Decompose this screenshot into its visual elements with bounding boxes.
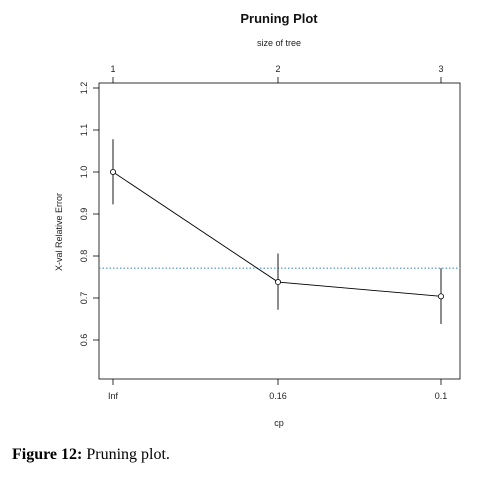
top-axis-label: size of tree	[257, 38, 301, 48]
figure-caption: Figure 12: Pruning plot.	[12, 446, 170, 464]
chart-marks: 0.6 0.7 0.8 0.9 1.0 1.1 1.2 Inf 0.16 0.1 1 2 3	[79, 64, 460, 401]
series-line	[112, 171, 442, 297]
top-tick-label: 1	[110, 64, 115, 74]
y-tick-label: 0.7	[79, 292, 89, 305]
data-point	[437, 293, 444, 300]
x-axis-label: cp	[274, 418, 284, 428]
top-tick-label: 3	[438, 64, 443, 74]
x-tick-label: 0.16	[269, 391, 287, 401]
x-tick-label: Inf	[108, 391, 119, 401]
top-tick-label: 2	[275, 64, 280, 74]
y-tick-label: 1.1	[79, 124, 89, 137]
y-tick-label: 0.6	[79, 334, 89, 347]
data-point	[110, 168, 117, 175]
data-point	[274, 279, 281, 286]
caption-label: Figure 12:	[12, 446, 83, 463]
chart-title: Pruning Plot	[240, 11, 318, 26]
y-tick-label: 1.0	[79, 166, 89, 179]
y-tick-label: 0.9	[79, 208, 89, 221]
x-tick-label: 0.1	[435, 391, 448, 401]
y-axis-label: X-val Relative Error	[54, 193, 64, 271]
y-tick-label: 0.8	[79, 250, 89, 263]
plot-frame	[98, 82, 461, 380]
y-tick-label: 1.2	[79, 82, 89, 95]
caption-text: Pruning plot.	[82, 446, 170, 463]
